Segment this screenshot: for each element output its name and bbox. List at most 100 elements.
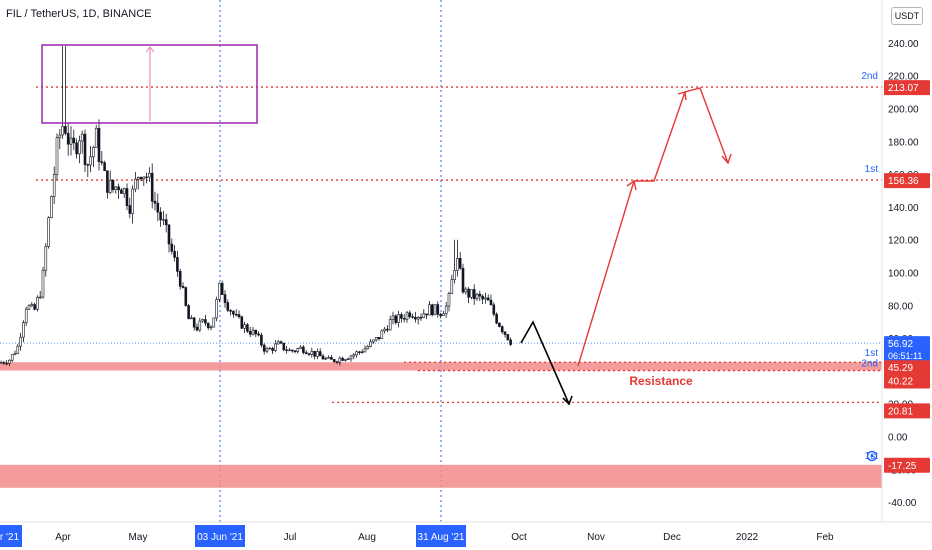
candle-76 [212,317,216,328]
candle-body [262,344,266,352]
candle-157 [439,312,442,319]
current-price-value: 56.92 [888,339,913,350]
candle-38 [106,170,109,199]
candle-169 [472,284,476,305]
candle-0 [0,360,3,364]
candle-body [30,304,34,307]
candle-10 [27,304,31,311]
candle-body [506,334,510,341]
candle-27 [75,138,78,159]
candle-84 [234,309,238,317]
candle-body [142,176,146,180]
candle-20 [55,133,59,181]
target-box[interactable] [41,44,258,124]
candle-83 [232,310,235,318]
candle-body [187,305,190,320]
candle-70 [195,323,199,332]
candle-133 [372,339,375,344]
candle-body [33,304,36,310]
settings-gear-icon[interactable] [866,450,878,462]
currency-button[interactable]: USDT [891,7,923,25]
candle-body [400,314,403,319]
candle-161 [450,274,454,294]
candle-body [377,337,381,339]
candle-body [450,279,454,294]
candle-6 [16,344,20,354]
candle-body [285,349,288,351]
time-label-text: May [129,532,148,543]
candle-body [475,293,479,299]
candle-body [122,188,126,194]
candle-175 [489,294,493,306]
candle-154 [430,303,434,317]
candle-81 [226,299,230,313]
candle-body [52,174,56,197]
candle-164 [458,251,462,270]
candle-94 [262,343,266,355]
candle-body [419,317,423,319]
candle-body [467,288,470,298]
candle-body [223,294,227,303]
projection-paths[interactable] [520,87,732,406]
price-tick-label: 240.00 [888,39,919,50]
candle-171 [478,290,482,302]
time-label-6: 31 Aug '21 [416,525,466,547]
candle-109 [304,350,308,355]
candle-43 [120,188,123,194]
price-tag-value: 156.36 [888,176,919,187]
tier-label-0: 2nd [861,71,878,82]
candle-body [41,269,45,298]
candle-91 [254,329,258,338]
candle-179 [500,325,504,335]
candle-44 [122,187,126,198]
candle-body [276,341,280,345]
candle-158 [442,310,445,316]
candle-body [55,137,59,175]
candle-139 [388,315,392,331]
candle-98 [274,340,277,353]
candle-65 [181,282,185,289]
candle-145 [405,310,409,323]
candle-body [422,313,426,318]
candle-body [408,312,412,317]
price-tick-label: 100.00 [888,269,919,280]
candle-159 [444,301,448,318]
candle-59 [164,213,168,233]
candle-23 [64,46,67,136]
candle-152 [425,313,428,320]
symbol-title[interactable]: FIL / TetherUS, 1D, BINANCE [6,8,152,20]
candle-body [5,362,8,365]
candle-136 [380,329,384,339]
candle-129 [360,349,364,354]
time-label-7: Oct [511,532,527,543]
candle-body [156,202,160,213]
candle-body [430,304,434,316]
candle-153 [428,300,431,316]
candle-160 [447,291,451,312]
candle-body [335,361,339,363]
time-label-text: Dec [663,532,681,543]
time-axis[interactable]: Mar '21 Apr May 03 Jun '21 Jul Aug 31 Aug '21 O… [0,521,932,550]
candle-body [209,326,213,329]
candle-46 [128,197,132,219]
candle-87 [243,321,246,334]
candle-body [120,189,123,194]
price-axis[interactable]: 240.00220.00200.00180.00160.00140.00120.… [881,0,932,522]
candle-body [444,305,448,315]
candle-body [425,313,428,316]
price-tick-label: 200.00 [888,105,919,116]
candle-155 [433,304,437,316]
candle-16 [44,243,48,277]
candle-body [204,319,207,324]
candle-body [2,362,6,364]
candle-body [265,348,269,352]
candle-body [13,352,17,355]
candle-body [178,271,182,287]
candle-49 [136,176,140,190]
candle-body [97,128,101,162]
candle-body [220,282,224,295]
candle-180 [503,331,507,338]
price-tag-bg [884,457,930,473]
candle-body [10,354,14,361]
